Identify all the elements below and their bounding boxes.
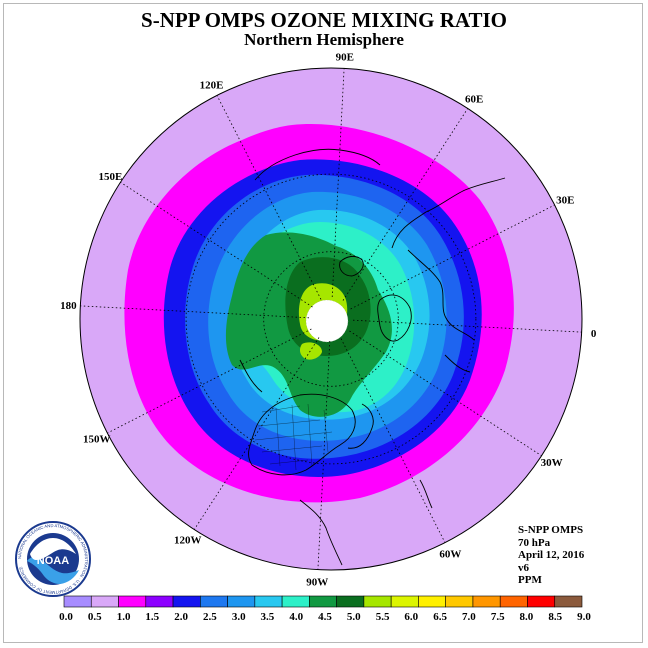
colorbar-tick-label: 0.5: [88, 611, 102, 623]
colorbar-swatch: [309, 595, 337, 608]
colorbar-swatch: [90, 595, 119, 608]
polar-no-data-cap: [305, 299, 349, 343]
product-info: S-NPP OMPS 70 hPa April 12, 2016 v6 PPM: [518, 524, 584, 587]
ozone-field: [80, 68, 582, 570]
colorbar-swatch: [63, 595, 92, 608]
colorbar-tick-label: 9.0: [577, 611, 591, 623]
colorbar-tick-label: 7.5: [491, 611, 505, 623]
colorbar-tick-label: 6.0: [404, 611, 418, 623]
colorbar-swatch: [172, 595, 201, 608]
latitude-circle: [263, 251, 399, 387]
longitude-label: 0: [591, 328, 597, 340]
colorbar-swatch: [499, 595, 528, 608]
longitude-label: 60E: [465, 93, 483, 105]
colorbar-swatch: [118, 595, 147, 608]
colorbar-swatch: [554, 595, 583, 608]
colorbar-tick-label: 4.5: [318, 611, 332, 623]
longitude-label: 60W: [439, 548, 461, 560]
info-version: v6: [518, 561, 529, 574]
colorbar: 0.0 0.5 1.0 1.5 2.0 2.5 3.0 3.5 4.0 4.5 5.0 5.5 6.0 6…: [59, 595, 591, 623]
colorbar-swatch: [200, 595, 228, 608]
colorbar-tick-label: 3.5: [261, 611, 275, 623]
longitude-label: 120W: [174, 535, 202, 547]
colorbar-tick-label: 5.5: [376, 611, 390, 623]
colorbar-tick-label: 7.0: [462, 611, 476, 623]
info-pressure-level: 70 hPa: [518, 536, 551, 549]
colorbar-swatch: [363, 595, 392, 608]
colorbar-swatch: [527, 595, 556, 608]
colorbar-tick-label: 8.0: [520, 611, 534, 623]
colorbar-swatch: [472, 595, 501, 608]
colorbar-tick-label: 1.5: [145, 611, 159, 623]
longitude-label: 90E: [336, 51, 354, 63]
colorbar-swatch: [227, 595, 256, 608]
info-date: April 12, 2016: [518, 549, 585, 561]
page-title: S-NPP OMPS OZONE MIXING RATIO: [141, 8, 507, 32]
colorbar-swatch: [281, 595, 310, 608]
info-units: PPM: [518, 574, 542, 586]
longitude-label: 120E: [200, 80, 224, 92]
colorbar-tick-label: 2.0: [174, 611, 188, 623]
longitude-label: 90W: [306, 577, 328, 589]
colorbar-swatch: [445, 595, 474, 608]
image-frame: [3, 3, 643, 643]
longitude-label: 150W: [83, 433, 111, 445]
us-state-borders: [254, 403, 333, 471]
colorbar-tick-labels: 0.0 0.5 1.0 1.5 2.0 2.5 3.0 3.5 4.0 4.5 5.0 5.5 6.0 6…: [59, 611, 591, 623]
longitude-label: 30E: [556, 195, 574, 207]
colorbar-swatch: [418, 595, 446, 608]
longitude-label: 150E: [98, 171, 122, 183]
colorbar-swatch: [390, 595, 419, 608]
field-contour-5-5-b: [299, 342, 322, 360]
longitude-labels: 90E 60E 30E 0 30W 60W 90W 120W 150W 180 150E 120E: [60, 51, 597, 588]
colorbar-tick-label: 4.0: [289, 611, 303, 623]
colorbar-swatches: [63, 595, 583, 608]
map-disk-border: [79, 67, 583, 571]
longitude-label: 180: [60, 300, 77, 312]
colorbar-tick-label: 1.0: [117, 611, 131, 623]
info-instrument: S-NPP OMPS: [518, 524, 584, 536]
colorbar-tick-label: 2.5: [203, 611, 217, 623]
graticule: [80, 68, 582, 570]
colorbar-tick-label: 5.0: [347, 611, 361, 623]
colorbar-swatch: [254, 595, 283, 608]
colorbar-tick-label: 0.0: [59, 611, 73, 623]
longitude-label: 30W: [541, 457, 563, 469]
logo-center-text: NOAA: [37, 555, 69, 567]
colorbar-tick-label: 6.5: [433, 611, 447, 623]
colorbar-swatch: [336, 595, 365, 608]
page-subtitle: Northern Hemisphere: [244, 30, 404, 49]
colorbar-swatch: [145, 595, 174, 608]
noaa-logo: NOAA NATIONAL OCEANIC AND ATMOSPHERIC AD…: [15, 521, 91, 597]
colorbar-tick-label: 8.5: [548, 611, 562, 623]
latitude-circle: [185, 173, 477, 465]
coastlines: [239, 148, 506, 566]
colorbar-tick-label: 3.0: [232, 611, 246, 623]
